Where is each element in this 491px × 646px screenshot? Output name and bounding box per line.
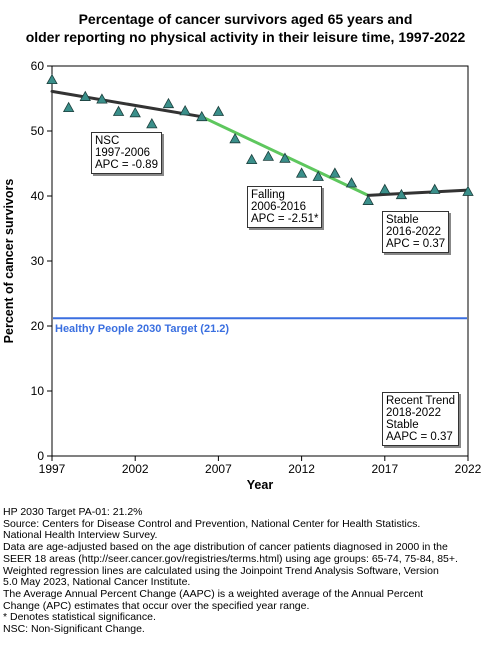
- data-point: [196, 110, 208, 122]
- data-point: [345, 177, 358, 188]
- annotation-nsc-line-3: APC = -0.89: [95, 159, 158, 171]
- y-tick-label: 60: [31, 59, 45, 73]
- data-point: [329, 167, 341, 178]
- y-tick-label: 40: [31, 189, 45, 203]
- y-tick-label: 20: [31, 319, 45, 333]
- chart: 0 10 20 30 40 50 60 1997 2002 2007 2012 2017 2022 Yea…: [2, 59, 482, 492]
- y-tick-label: 0: [37, 449, 44, 463]
- annotation-recent-trend: Recent Trend 2018-2022 Stable AAPC = 0.3…: [382, 392, 460, 446]
- y-tick-label: 50: [31, 124, 45, 138]
- y-axis-label: Percent of cancer survivors: [2, 179, 16, 344]
- data-point: [262, 150, 274, 161]
- annotation-falling: Falling 2006-2016 APC = -2.51*: [247, 186, 323, 228]
- x-tick-label: 1997: [39, 462, 66, 476]
- data-point: [46, 73, 58, 85]
- y-tick-label: 10: [31, 384, 45, 398]
- annotation-recent-line-3: Stable: [386, 419, 419, 431]
- note-line: Source: Centers for Disease Control and …: [3, 517, 421, 530]
- annotation-stable-line-3: APC = 0.37: [386, 238, 446, 250]
- annotation-recent-line-1: Recent Trend: [386, 395, 456, 407]
- data-point: [162, 97, 175, 109]
- annotation-falling-line-3: APC = -2.51*: [251, 213, 319, 225]
- x-tick-label: 2017: [371, 462, 398, 476]
- trend-line: [366, 188, 470, 197]
- annotation-stable: Stable 2016-2022 APC = 0.37: [382, 211, 450, 253]
- data-point: [462, 185, 474, 196]
- data-point: [62, 101, 75, 112]
- footnotes: HP 2030 Target PA-01: 21.2% Source: Cent…: [3, 506, 489, 636]
- note-line: The Average Annual Percent Change (AAPC)…: [3, 587, 424, 600]
- x-axis-label: Year: [247, 478, 274, 492]
- data-point: [112, 105, 125, 116]
- data-point: [79, 90, 91, 101]
- data-point: [179, 105, 191, 116]
- data-point: [229, 132, 241, 144]
- x-tick-label: 2002: [122, 462, 149, 476]
- annotation-nsc-line-1: NSC: [95, 135, 120, 147]
- annotation-stable-line-2: 2016-2022: [386, 226, 441, 238]
- annotation-nsc-line-2: 1997-2006: [95, 147, 150, 159]
- annotation-nsc: NSC 1997-2006 APC = -0.89: [91, 132, 162, 174]
- trend-line: [50, 89, 204, 119]
- data-point: [279, 152, 291, 163]
- note-line: Data are age-adjusted based on the age d…: [3, 541, 448, 554]
- note-line: Change (APC) estimates that occur over t…: [3, 599, 310, 612]
- target-label: Healthy People 2030 Target (21.2): [55, 323, 229, 335]
- data-point: [379, 183, 391, 194]
- chart-title: Percentage of cancer survivors aged 65 y…: [0, 10, 491, 46]
- annotation-falling-line-1: Falling: [251, 189, 285, 201]
- data-point: [312, 170, 324, 181]
- data-point: [395, 188, 408, 200]
- note-line: Weighted regression lines are calculated…: [3, 564, 439, 577]
- note-line: NSC: Non-Significant Change.: [3, 623, 145, 636]
- x-tick-label: 2022: [455, 462, 482, 476]
- data-point: [96, 93, 108, 104]
- x-tick-label: 2007: [205, 462, 232, 476]
- data-point: [129, 106, 141, 118]
- annotation-recent-line-4: AAPC = 0.37: [386, 431, 453, 443]
- data-point: [295, 167, 308, 178]
- annotation-recent-line-2: 2018-2022: [386, 407, 441, 419]
- chart-title-line-1: Percentage of cancer survivors aged 65 y…: [78, 11, 413, 27]
- note-line: * Denotes statistical significance.: [3, 611, 156, 624]
- chart-title-line-2: older reporting no physical activity in …: [25, 29, 466, 45]
- data-point: [246, 153, 258, 165]
- data-point: [146, 118, 158, 129]
- y-tick-label: 30: [31, 254, 45, 268]
- data-point: [429, 183, 441, 194]
- note-line: SEER 18 areas (http://seer.cancer.gov/re…: [3, 552, 458, 565]
- note-line: HP 2030 Target PA-01: 21.2%: [3, 506, 143, 518]
- note-line: National Health Interview Survey.: [3, 529, 158, 542]
- note-line: 5.0 May 2023, National Cancer Institute.: [3, 576, 191, 589]
- x-tick-label: 2012: [288, 462, 315, 476]
- annotation-falling-line-2: 2006-2016: [251, 201, 306, 213]
- data-point: [362, 194, 374, 205]
- annotation-stable-line-1: Stable: [386, 214, 419, 226]
- data-point: [212, 105, 225, 116]
